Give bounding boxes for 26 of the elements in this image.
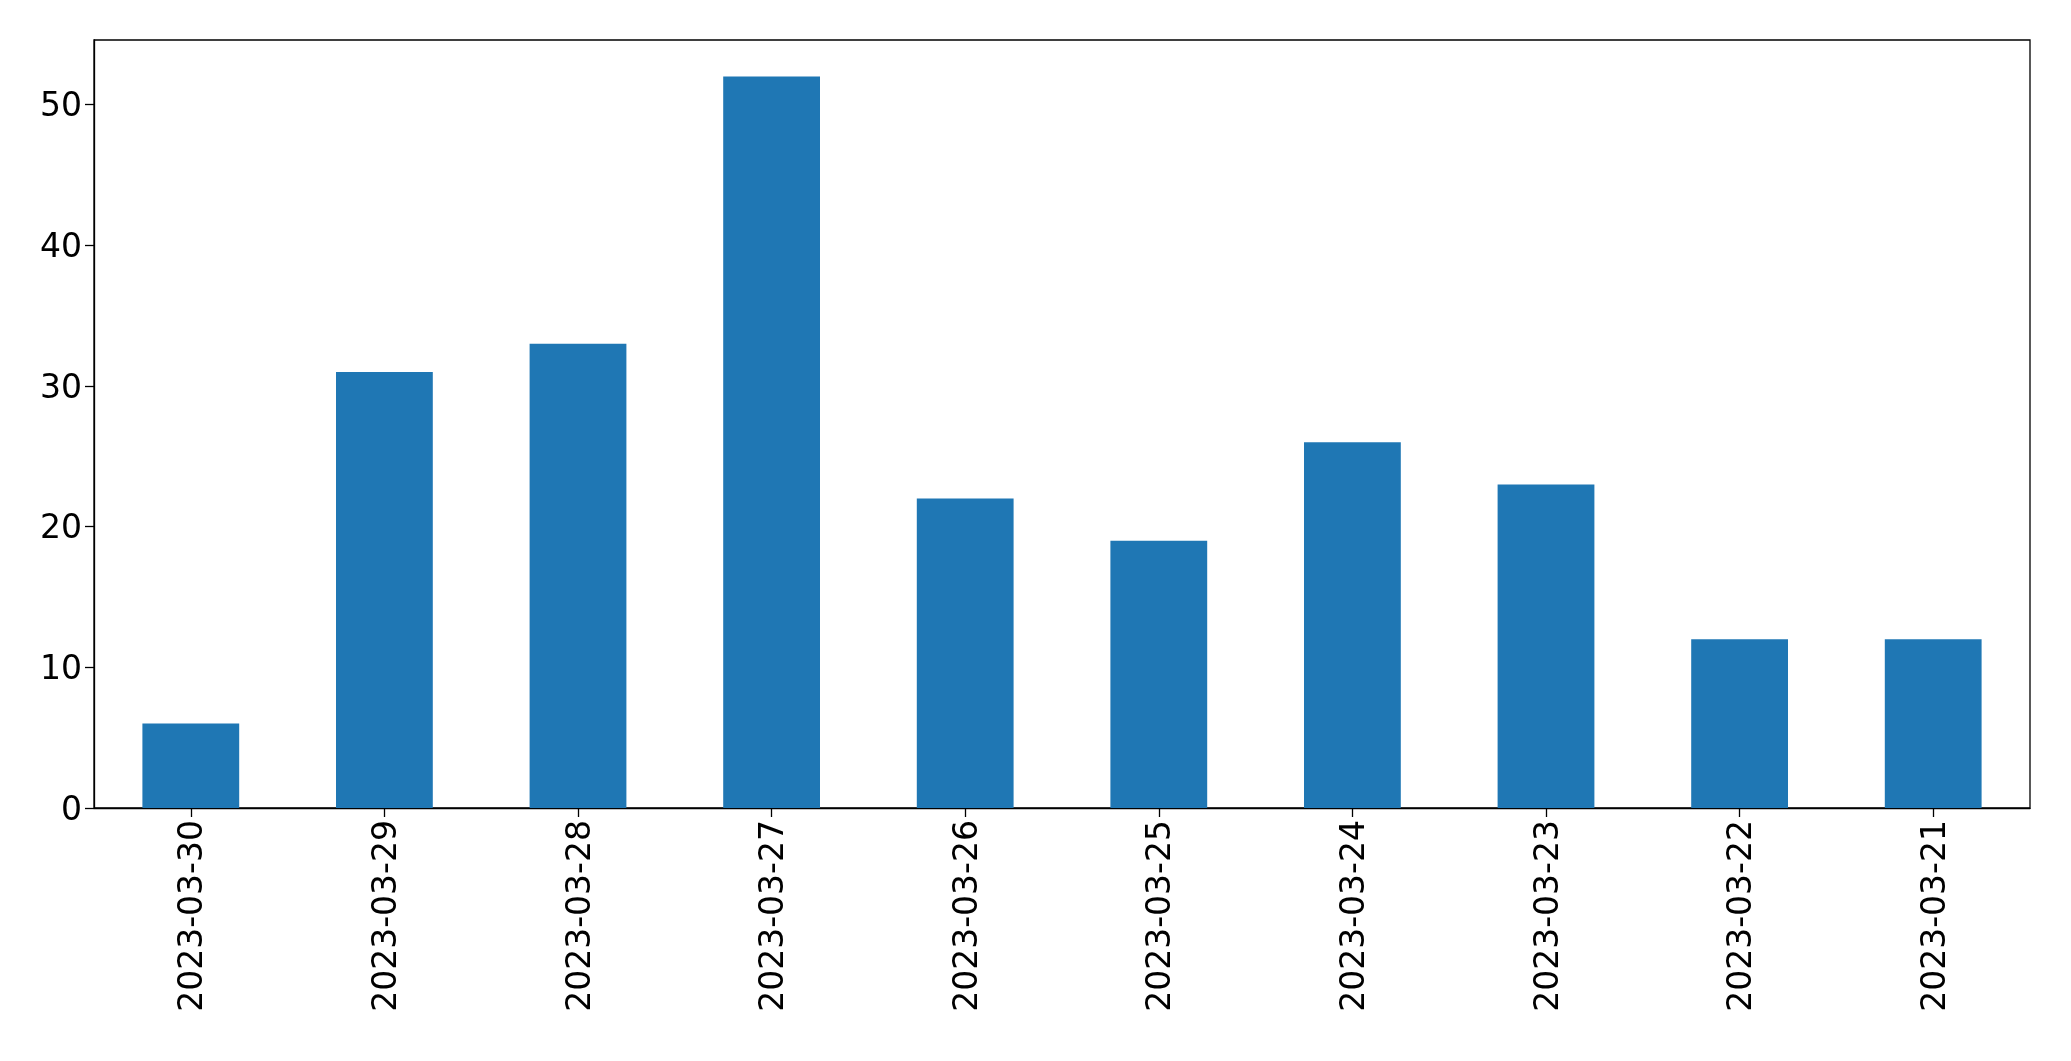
bar (916, 498, 1014, 808)
x-tick-label: 2023-03-26 (945, 820, 985, 1012)
x-tick-label: 2023-03-21 (1913, 820, 1953, 1012)
y-tick-label: 40 (40, 225, 82, 265)
x-tick-label: 2023-03-24 (1332, 820, 1372, 1012)
y-tick-label: 0 (61, 788, 82, 828)
bar (1497, 484, 1595, 808)
bar (1691, 639, 1788, 808)
x-tick-label: 2023-03-29 (364, 820, 404, 1012)
x-tick-label: 2023-03-22 (1720, 820, 1760, 1012)
x-tick-label: 2023-03-25 (1139, 820, 1179, 1012)
bar (336, 371, 433, 808)
x-tick-label: 2023-03-27 (752, 820, 792, 1012)
bar (1884, 639, 1982, 808)
bar (723, 76, 820, 808)
x-tick-label: 2023-03-28 (558, 820, 598, 1012)
x-tick-label: 2023-03-30 (171, 820, 211, 1012)
y-tick-label: 10 (40, 647, 82, 687)
bar (1304, 442, 1401, 808)
y-tick-label: 30 (40, 366, 82, 406)
bar (529, 343, 627, 808)
y-tick-label: 50 (40, 85, 82, 125)
bar (1110, 540, 1208, 808)
y-tick-label: 20 (40, 507, 82, 547)
bar (142, 723, 240, 808)
x-tick-label: 2023-03-23 (1526, 820, 1566, 1012)
